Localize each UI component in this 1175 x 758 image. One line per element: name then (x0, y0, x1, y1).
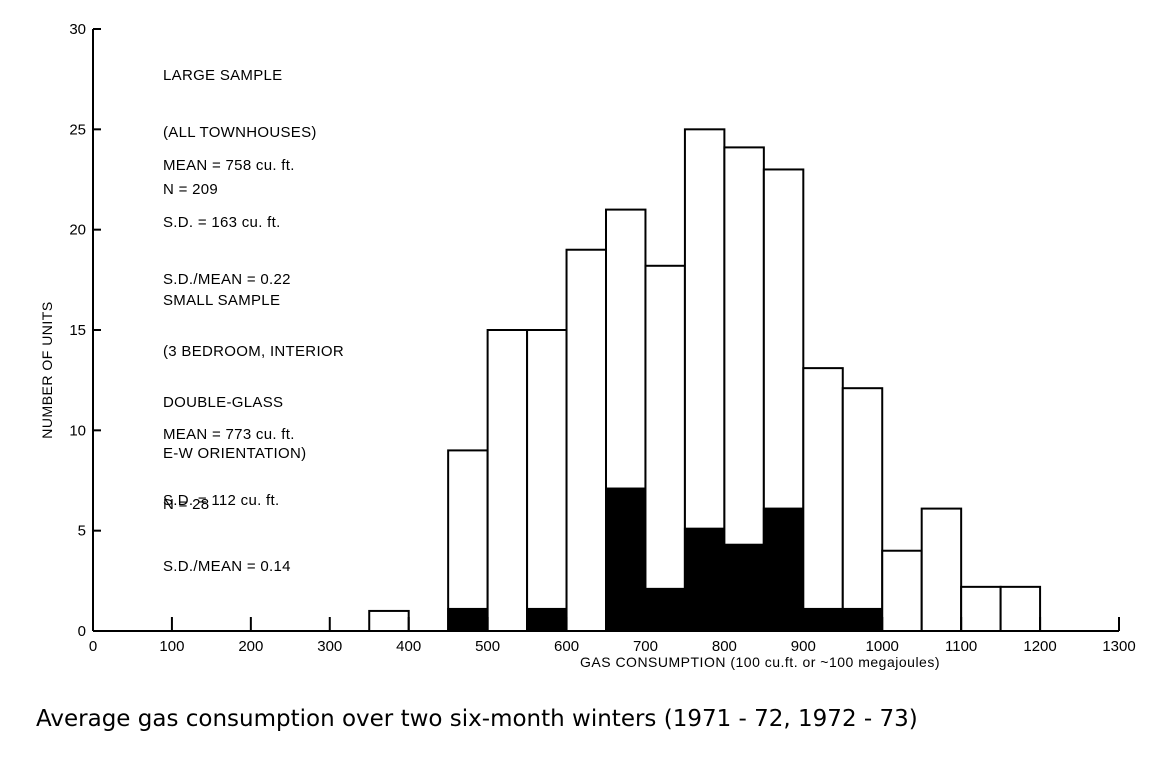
bar-large-sample (881, 549, 923, 633)
x-tick-label: 800 (712, 638, 737, 655)
y-tick-label: 30 (69, 21, 86, 38)
bar-small-sample (683, 527, 726, 632)
x-tick-label: 0 (89, 638, 97, 655)
x-tick-label: 300 (317, 638, 342, 655)
bar-large-sample (486, 329, 529, 632)
figure-caption: Average gas consumption over two six-mon… (36, 706, 918, 732)
bar-small-sample (723, 543, 765, 632)
bar-large-sample (999, 585, 1042, 632)
small-sample-mean: MEAN = 773 cu. ft. (163, 426, 295, 443)
y-tick-label: 20 (69, 222, 86, 239)
bar-small-sample (762, 507, 805, 632)
x-tick-label: 600 (554, 638, 579, 655)
large-sample-sd-mean: S.D./MEAN = 0.22 (163, 271, 291, 288)
small-sample-stats: MEAN = 773 cu. ft. S.D. = 112 cu. ft. S.… (163, 380, 295, 600)
x-tick-label: 900 (791, 638, 816, 655)
bar-small-sample (644, 587, 686, 632)
small-sample-sd: S.D. = 112 cu. ft. (163, 492, 280, 509)
y-tick-label: 0 (78, 623, 86, 640)
small-sample-annotation: SMALL SAMPLE (3 BEDROOM, INTERIOR DOUBLE… (163, 258, 344, 530)
bar-small-sample (447, 607, 489, 633)
y-axis-label: NUMBER OF UNITS (39, 301, 55, 438)
small-sample-count: N = 28 (163, 496, 210, 513)
y-tick-label: 15 (69, 322, 86, 339)
x-tick-label: 1200 (1023, 638, 1056, 655)
large-sample-mean: MEAN = 758 cu. ft. (163, 157, 295, 174)
bar-large-sample (920, 507, 963, 632)
bar-large-sample (841, 387, 884, 632)
large-sample-title-line: LARGE SAMPLE (163, 67, 283, 84)
large-sample-stats: MEAN = 758 cu. ft. S.D. = 163 cu. ft. S.… (163, 118, 295, 308)
x-axis-label: GAS CONSUMPTION (100 cu.ft. or ~100 mega… (580, 654, 940, 670)
small-sample-title-line: (3 BEDROOM, INTERIOR (163, 343, 345, 360)
bar-small-sample (605, 487, 647, 632)
bar-large-sample (447, 449, 489, 632)
large-sample-count: N = 209 (163, 181, 219, 198)
x-tick-label: 100 (159, 638, 184, 655)
large-sample-title-line: (ALL TOWNHOUSES) (163, 124, 317, 141)
x-tick-label: 500 (475, 638, 500, 655)
x-tick-label: 1100 (945, 638, 977, 655)
small-sample-title-line: DOUBLE-GLASS (163, 394, 284, 411)
bar-large-sample (960, 585, 1002, 632)
x-tick-label: 200 (238, 638, 263, 655)
large-sample-annotation: LARGE SAMPLE (ALL TOWNHOUSES) N = 209 (163, 28, 317, 218)
bar-large-sample (526, 329, 568, 632)
small-sample-title-line: E-W ORIENTATION) (163, 445, 307, 462)
y-tick-label: 10 (69, 422, 86, 439)
x-tick-label: 1000 (866, 638, 899, 655)
small-sample-title-line: SMALL SAMPLE (163, 292, 281, 309)
y-tick-label: 5 (78, 523, 86, 540)
bar-large-sample (565, 248, 607, 632)
bar-small-sample (802, 607, 844, 633)
bar-large-sample (368, 609, 410, 633)
bar-small-sample (526, 607, 568, 633)
bar-small-sample (841, 607, 884, 633)
bar-large-sample (802, 367, 844, 632)
y-tick-label: 25 (69, 121, 86, 138)
large-sample-sd: S.D. = 163 cu. ft. (163, 214, 281, 231)
bars-group (368, 128, 1042, 633)
x-tick-label: 700 (633, 638, 658, 655)
small-sample-sd-mean: S.D./MEAN = 0.14 (163, 558, 291, 575)
x-tick-label: 400 (396, 638, 421, 655)
bar-large-sample (644, 264, 686, 632)
x-tick-label: 1300 (1102, 638, 1135, 655)
